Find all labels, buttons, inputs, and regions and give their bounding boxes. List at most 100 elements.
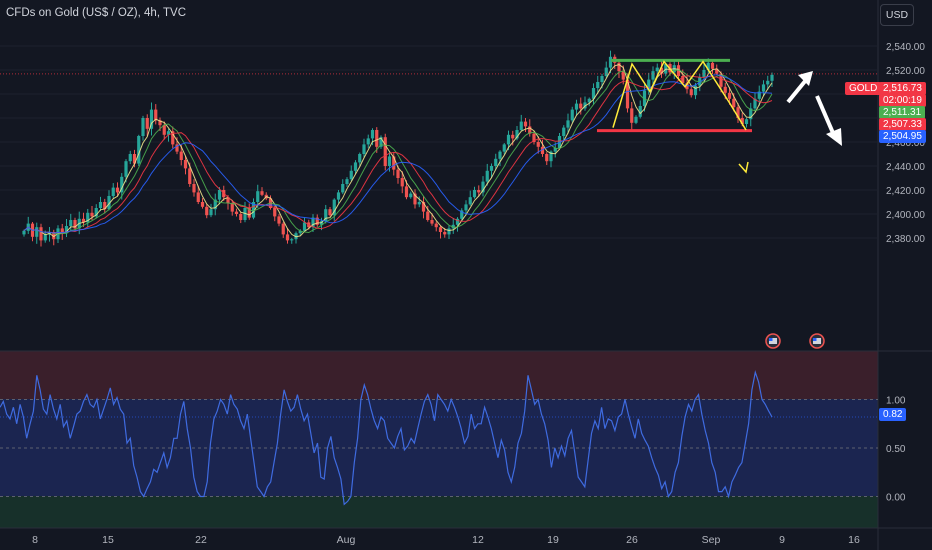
bullish-candle: [753, 98, 757, 109]
bullish-candle: [494, 158, 498, 166]
bearish-candle: [532, 133, 536, 142]
bullish-candle: [341, 184, 345, 193]
bearish-candle: [396, 169, 400, 178]
bullish-candle: [706, 62, 710, 70]
time-axis-label: 16: [848, 534, 860, 546]
forecast-arrow-up-head: [798, 71, 813, 86]
bearish-candle: [715, 68, 719, 74]
bullish-candle: [693, 85, 698, 96]
bearish-candle: [630, 108, 634, 123]
bullish-candle: [562, 127, 566, 136]
bullish-candle: [209, 209, 213, 216]
bearish-candle: [73, 220, 77, 229]
bearish-candle: [426, 211, 430, 220]
bearish-candle: [392, 156, 396, 170]
bearish-candle: [659, 67, 664, 74]
bullish-candle: [332, 199, 336, 216]
bullish-candle: [489, 166, 494, 171]
bearish-candle: [400, 178, 404, 187]
us-flag-canton: [769, 338, 773, 341]
zigzag-pattern: [612, 60, 747, 131]
bullish-candle: [336, 192, 341, 200]
bearish-candle: [438, 227, 443, 232]
bearish-candle: [511, 134, 515, 139]
bearish-candle: [188, 168, 192, 184]
bullish-candle: [128, 154, 132, 162]
forecast-arrow-up: [786, 78, 808, 104]
bearish-candle: [676, 65, 681, 76]
time-axis-label: 15: [102, 534, 114, 546]
price-tick-label: 2,400.00: [886, 210, 925, 221]
bullish-candle: [387, 156, 392, 166]
bullish-candle: [69, 220, 73, 226]
bearish-candle: [273, 208, 277, 217]
price-tick-label: 2,460.00: [886, 138, 925, 149]
bearish-candle: [171, 131, 175, 145]
bearish-candle: [528, 126, 532, 134]
bullish-candle: [519, 121, 523, 130]
bullish-candle: [608, 56, 613, 68]
bearish-candle: [154, 109, 158, 121]
bearish-candle: [39, 227, 43, 241]
bullish-candle: [468, 197, 472, 205]
currency-button[interactable]: USD: [880, 4, 914, 26]
ma-tag-red: 2,507.33: [879, 118, 926, 131]
last-price-tag: 2,516.73: [879, 82, 926, 95]
bearish-candle: [205, 206, 209, 216]
bearish-candle: [375, 130, 379, 147]
bearish-candle: [421, 202, 426, 212]
bullish-candle: [472, 190, 477, 198]
bullish-candle: [120, 176, 124, 193]
bullish-candle: [749, 108, 753, 120]
bearish-candle: [158, 120, 162, 126]
osc-overbought-band: [0, 351, 878, 399]
bullish-candle: [570, 109, 574, 121]
us-flag-icon: [769, 338, 777, 344]
bullish-candle: [298, 230, 302, 234]
bullish-candle: [35, 227, 39, 237]
price-tick-label: 2,520.00: [886, 66, 925, 77]
forecast-arrow-down-head: [826, 128, 842, 146]
bearish-candle: [239, 214, 243, 220]
bearish-candle: [621, 71, 625, 80]
bearish-candle: [413, 193, 417, 205]
price-tick-label: 2,540.00: [886, 42, 925, 53]
time-axis-label: 8: [32, 534, 38, 546]
bearish-candle: [579, 103, 583, 109]
bullish-candle: [217, 190, 222, 200]
oscillator-line: [0, 369, 773, 506]
bullish-candle: [22, 230, 26, 235]
bullish-candle: [64, 226, 69, 234]
bullish-candle: [651, 71, 655, 80]
bearish-candle: [281, 223, 285, 235]
bullish-candle: [460, 210, 464, 219]
bearish-candle: [196, 192, 200, 202]
bullish-candle: [591, 88, 596, 99]
bullish-candle: [647, 79, 651, 91]
bearish-candle: [162, 125, 166, 135]
bullish-candle: [358, 154, 362, 163]
bullish-candle: [86, 212, 90, 223]
zigzag-arrowhead: [738, 161, 749, 174]
bullish-candle: [294, 233, 298, 240]
bullish-candle: [757, 91, 761, 99]
bearish-candle: [685, 83, 689, 90]
us-flag-icon: [813, 338, 821, 344]
bullish-candle: [587, 98, 591, 103]
countdown-tag: 02:00:19: [879, 94, 926, 107]
bearish-candle: [200, 202, 205, 207]
ma-tag-green: 2,511.31: [879, 106, 926, 119]
bullish-candle: [766, 80, 770, 85]
bearish-candle: [260, 191, 264, 195]
bearish-candle: [52, 232, 56, 240]
ma-line-fast: [23, 64, 773, 238]
bullish-candle: [447, 228, 451, 235]
symbol-tag: GOLD: [845, 82, 882, 95]
bullish-candle: [353, 162, 358, 171]
bullish-candle: [251, 202, 256, 218]
bearish-candle: [477, 190, 481, 193]
osc-tick-label: 0.00: [886, 493, 906, 504]
bullish-candle: [366, 138, 370, 145]
bullish-candle: [311, 217, 315, 228]
